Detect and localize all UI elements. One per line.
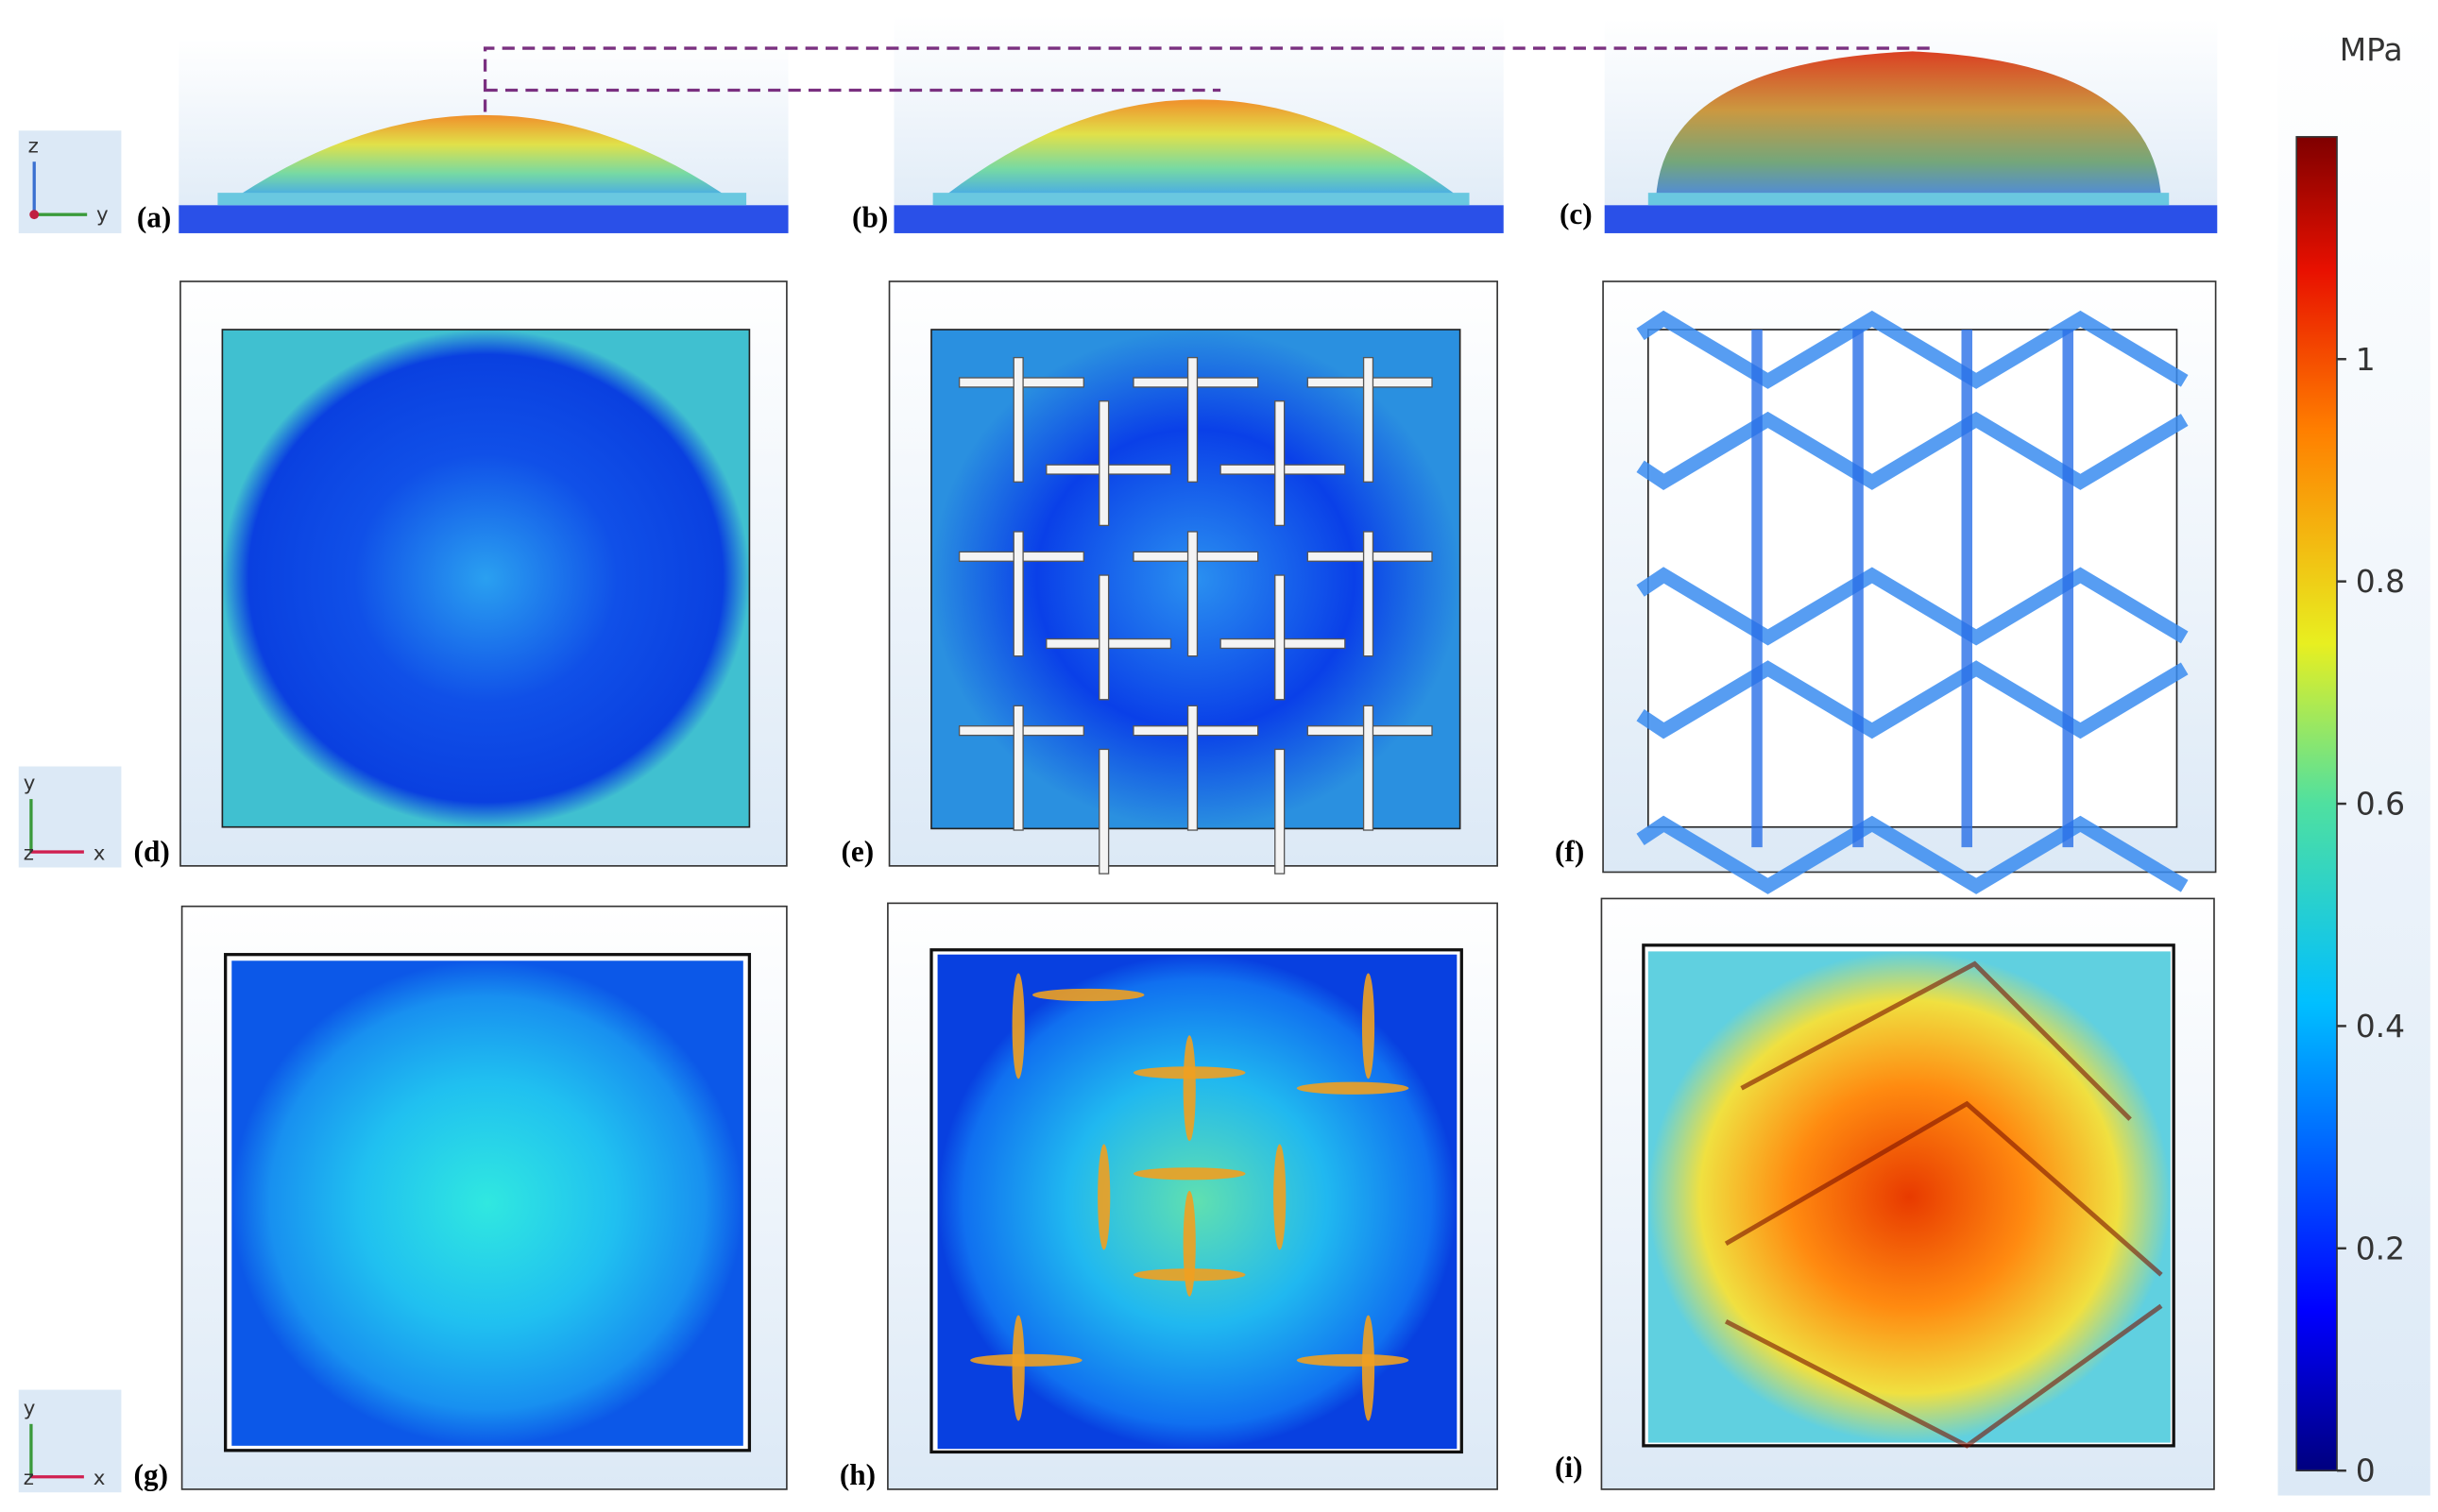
panel-label: (g): [134, 1458, 168, 1491]
base: [1604, 205, 2218, 233]
panel-label: (e): [842, 835, 875, 868]
axis-label: y: [24, 772, 36, 795]
rib: [1183, 1035, 1196, 1142]
rib: [1273, 1144, 1287, 1250]
slot: [1186, 356, 1199, 483]
colorbar-tick-label: 0.6: [2356, 786, 2405, 823]
axis-label: z: [24, 841, 34, 865]
rib: [1012, 1315, 1025, 1421]
slot: [1099, 400, 1110, 527]
fold: [1724, 1100, 2163, 1277]
axis-label: x: [94, 1467, 106, 1490]
dome: [940, 99, 1462, 199]
axis-label: z: [28, 134, 39, 158]
slot: [1274, 574, 1286, 701]
stress-ribs: [970, 973, 1409, 1421]
dome: [232, 114, 731, 199]
colorbar-tick-label: 0.8: [2356, 563, 2405, 600]
rib: [1361, 973, 1375, 1079]
slot: [1186, 705, 1199, 831]
plate: [1647, 193, 2170, 206]
lattice: [1636, 310, 2189, 894]
slot: [1099, 748, 1110, 875]
colorbar-unit: MPa: [2340, 31, 2403, 68]
panel-label: (d): [134, 835, 170, 868]
panel-label: (b): [852, 200, 888, 233]
rib: [1296, 1353, 1409, 1367]
colorbar-tick-label: 0.2: [2356, 1230, 2405, 1266]
lattice-strut: [1636, 567, 2189, 646]
axis-label: z: [24, 1467, 34, 1490]
fold: [1724, 1303, 2163, 1449]
slot: [1362, 531, 1374, 657]
plate: [932, 193, 1470, 206]
rib: [1361, 1315, 1375, 1421]
slot: [1013, 531, 1024, 657]
axis-label: x: [94, 841, 106, 865]
rib: [1296, 1081, 1409, 1095]
fold: [1740, 960, 2132, 1121]
slot: [1362, 705, 1374, 831]
slot: [1362, 356, 1374, 483]
plate: [217, 193, 747, 206]
panel-label: (f): [1555, 835, 1584, 868]
lattice-strut: [1636, 660, 2189, 739]
lattice-strut: [1636, 411, 2189, 491]
panel-label: (c): [1560, 197, 1593, 230]
rib: [1031, 988, 1145, 1002]
stress-map: [231, 960, 743, 1446]
panel-label: (a): [137, 200, 171, 233]
rib: [1012, 973, 1025, 1079]
folds: [1724, 960, 2163, 1449]
rib: [970, 1353, 1083, 1367]
colorbar-tick-label: 1: [2356, 341, 2376, 378]
slot: [1013, 705, 1024, 831]
rib: [1183, 1190, 1196, 1297]
slot: [1013, 356, 1024, 483]
height-guide: [483, 46, 1936, 112]
slot: [1274, 748, 1286, 875]
stress-map: [1647, 951, 2171, 1443]
slot: [1186, 531, 1199, 657]
lattice-strut: [1636, 310, 2189, 389]
slots: [958, 356, 1433, 875]
base: [894, 205, 1504, 233]
rib: [1133, 1167, 1246, 1181]
rib: [1098, 1144, 1111, 1250]
panel-label: (i): [1555, 1451, 1583, 1484]
slot: [1274, 400, 1286, 527]
panel-label: (h): [840, 1458, 876, 1491]
colorbar-tick-label: 0.4: [2356, 1008, 2405, 1045]
slot: [1099, 574, 1110, 701]
base: [179, 205, 789, 233]
colorbar-tick-label: 0: [2356, 1453, 2376, 1489]
axis-label: y: [96, 203, 109, 227]
colorbar: [2295, 136, 2338, 1472]
axis-origin: [29, 210, 40, 220]
stress-map: [221, 329, 751, 828]
dome: [1656, 51, 2162, 199]
axis-label: y: [24, 1397, 36, 1420]
lattice-strut: [1636, 815, 2189, 894]
